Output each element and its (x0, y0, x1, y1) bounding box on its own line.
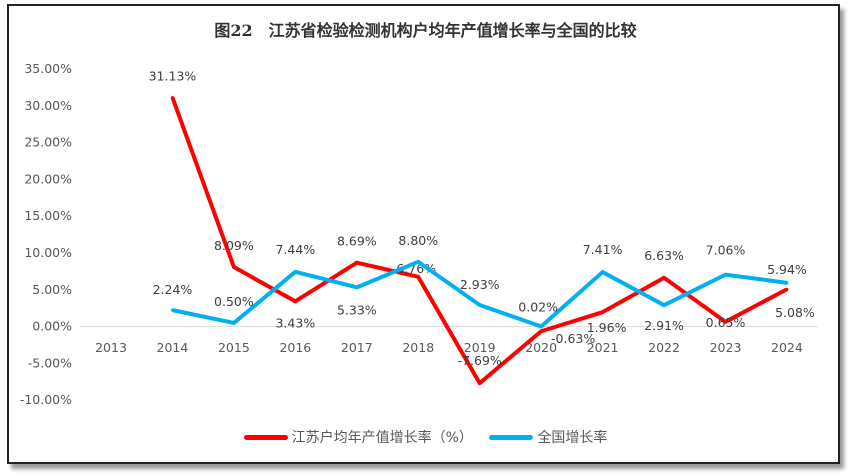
y-tick-label: -10.00% (20, 392, 72, 407)
data-point (232, 321, 236, 325)
data-label: 7.06% (706, 243, 746, 258)
data-point (416, 260, 420, 264)
x-tick-label: 2019 (464, 340, 496, 355)
data-label: 5.94% (767, 262, 807, 277)
x-tick-label: 2017 (341, 340, 373, 355)
y-tick-label: 10.00% (24, 245, 72, 260)
data-point (785, 281, 789, 285)
y-tick-label: 5.00% (32, 282, 72, 297)
x-tick-label: 2018 (402, 340, 434, 355)
legend-label: 全国增长率 (537, 430, 608, 446)
data-point (662, 276, 666, 280)
y-tick-label: -5.00% (28, 355, 72, 370)
data-label: 8.80% (398, 233, 438, 248)
legend-label: 江苏户均年产值增长率（%） (291, 430, 473, 446)
data-point (601, 310, 605, 314)
x-tick-label: 2013 (95, 340, 127, 355)
y-tick-label: 35.00% (24, 61, 72, 76)
data-point (355, 261, 359, 265)
data-label: 31.13% (149, 68, 197, 83)
x-tick-label: 2020 (525, 340, 557, 355)
data-label: 2.91% (644, 318, 684, 333)
data-label: 8.09% (214, 238, 254, 253)
chart-frame (7, 4, 840, 464)
data-point (232, 265, 236, 269)
data-label: 7.41% (583, 242, 623, 257)
data-point (724, 273, 727, 277)
legend-item-national: 全国增长率 (489, 427, 607, 447)
x-tick-label: 2014 (157, 340, 189, 355)
legend-swatch-red (243, 434, 288, 440)
data-label: -0.63% (551, 331, 595, 346)
data-point (416, 275, 420, 279)
data-label: 2.93% (460, 277, 500, 292)
x-tick-label: 2022 (648, 340, 680, 355)
y-tick-label: 20.00% (24, 171, 72, 186)
x-tick-label: 2024 (771, 340, 803, 355)
x-tick-label: 2016 (279, 340, 311, 355)
data-label: 1.96% (587, 320, 627, 335)
data-label: 5.33% (337, 302, 377, 317)
data-point (724, 320, 727, 324)
data-label: 5.08% (775, 305, 815, 320)
x-tick-label: 2023 (710, 340, 742, 355)
data-point (539, 329, 543, 333)
data-label: 7.44% (275, 242, 315, 257)
x-tick-label: 2015 (218, 340, 250, 355)
data-point (539, 324, 543, 328)
data-label: 6.76% (396, 261, 436, 276)
y-tick-label: 15.00% (24, 208, 72, 223)
x-tick-label: 2021 (587, 340, 619, 355)
y-tick-label: 25.00% (24, 135, 72, 150)
data-point (478, 303, 482, 307)
data-point (170, 95, 174, 99)
data-point (170, 308, 174, 312)
data-label: 8.69% (337, 234, 377, 249)
data-point (293, 270, 297, 274)
legend-swatch-blue (489, 434, 534, 440)
data-point (293, 299, 297, 303)
data-label: -7.69% (458, 353, 502, 368)
data-label: 3.43% (275, 315, 315, 330)
data-label: 6.63% (644, 248, 684, 263)
legend: 江苏户均年产值增长率（%） 全国增长率 (0, 427, 851, 447)
chart-title: 图22 江苏省检验检测机构户均年产值增长率与全国的比较 (214, 21, 637, 40)
data-label: 0.02% (518, 299, 558, 314)
data-label: 0.50% (214, 294, 254, 309)
data-label: 0.65% (706, 315, 746, 330)
data-point (355, 285, 359, 289)
data-point (601, 270, 605, 274)
y-tick-label: 30.00% (24, 98, 72, 113)
data-point (478, 381, 482, 385)
data-label: 2.24% (153, 282, 193, 297)
data-point (785, 287, 789, 291)
series-line-1 (172, 259, 788, 329)
legend-item-jiangsu: 江苏户均年产值增长率（%） (243, 427, 473, 447)
data-point (662, 303, 666, 307)
y-tick-label: 0.00% (32, 319, 72, 334)
